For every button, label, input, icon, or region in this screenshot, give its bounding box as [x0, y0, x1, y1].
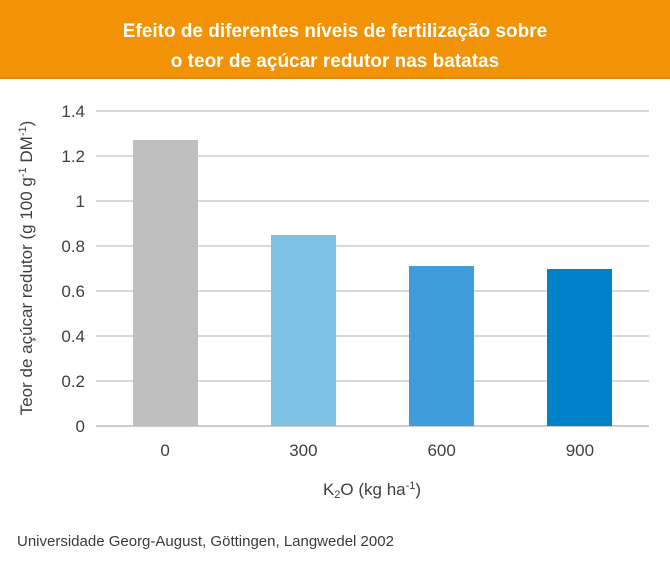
axis-title-fragment: -1: [17, 167, 29, 178]
axis-title-fragment: DM: [17, 136, 36, 168]
axis-title-fragment: Teor de açúcar redutor (g 100 g: [17, 177, 36, 416]
axis-title-fragment: ): [415, 480, 422, 499]
plot-area: [96, 110, 649, 427]
y-tick-label: 1.2: [61, 147, 85, 166]
chart-title-line1: Efeito de diferentes níveis de fertiliza…: [122, 21, 548, 42]
y-tick-label: 0.4: [61, 327, 85, 346]
source-caption: Universidade Georg-August, Göttingen, La…: [17, 533, 394, 550]
y-tick-label: 0: [75, 417, 85, 436]
gridline: [96, 110, 649, 112]
chart-title-line2: o teor de açúcar redutor nas batatas: [170, 51, 500, 72]
y-tick-label: 0.2: [61, 372, 85, 391]
y-tick-label: 0.6: [61, 282, 85, 301]
y-tick-label: 1: [75, 192, 85, 211]
chart-title-banner: Efeito de diferentes níveis de fertiliza…: [0, 0, 670, 79]
gridline: [96, 245, 649, 247]
y-tick-label: 0.8: [61, 237, 85, 256]
axis-title-fragment: -1: [17, 126, 29, 137]
y-tick-label: 1.4: [61, 102, 85, 121]
x-tick-label: 300: [289, 441, 318, 460]
axis-title-fragment: -1: [405, 480, 416, 492]
y-axis-title: Teor de açúcar redutor (g 100 g-1 DM-1): [17, 121, 37, 416]
gridline: [96, 380, 649, 382]
axis-title-fragment: ): [17, 120, 36, 127]
bar-900: [547, 268, 613, 426]
gridline: [96, 290, 649, 292]
bar-300: [270, 234, 336, 426]
axis-title-fragment: 2: [334, 489, 341, 501]
gridline: [96, 200, 649, 202]
x-tick-label: 600: [427, 441, 456, 460]
x-tick-label: 0: [160, 441, 170, 460]
gridline: [96, 155, 649, 157]
x-axis-line: [96, 425, 649, 427]
bar-0: [132, 140, 198, 426]
bar-600: [409, 266, 475, 426]
axis-title-fragment: K: [322, 480, 335, 499]
x-tick-label: 900: [565, 441, 595, 460]
gridline: [96, 335, 649, 337]
x-axis-title: K2O (kg ha-1): [322, 480, 422, 501]
axis-title-fragment: O (kg ha: [340, 480, 406, 499]
